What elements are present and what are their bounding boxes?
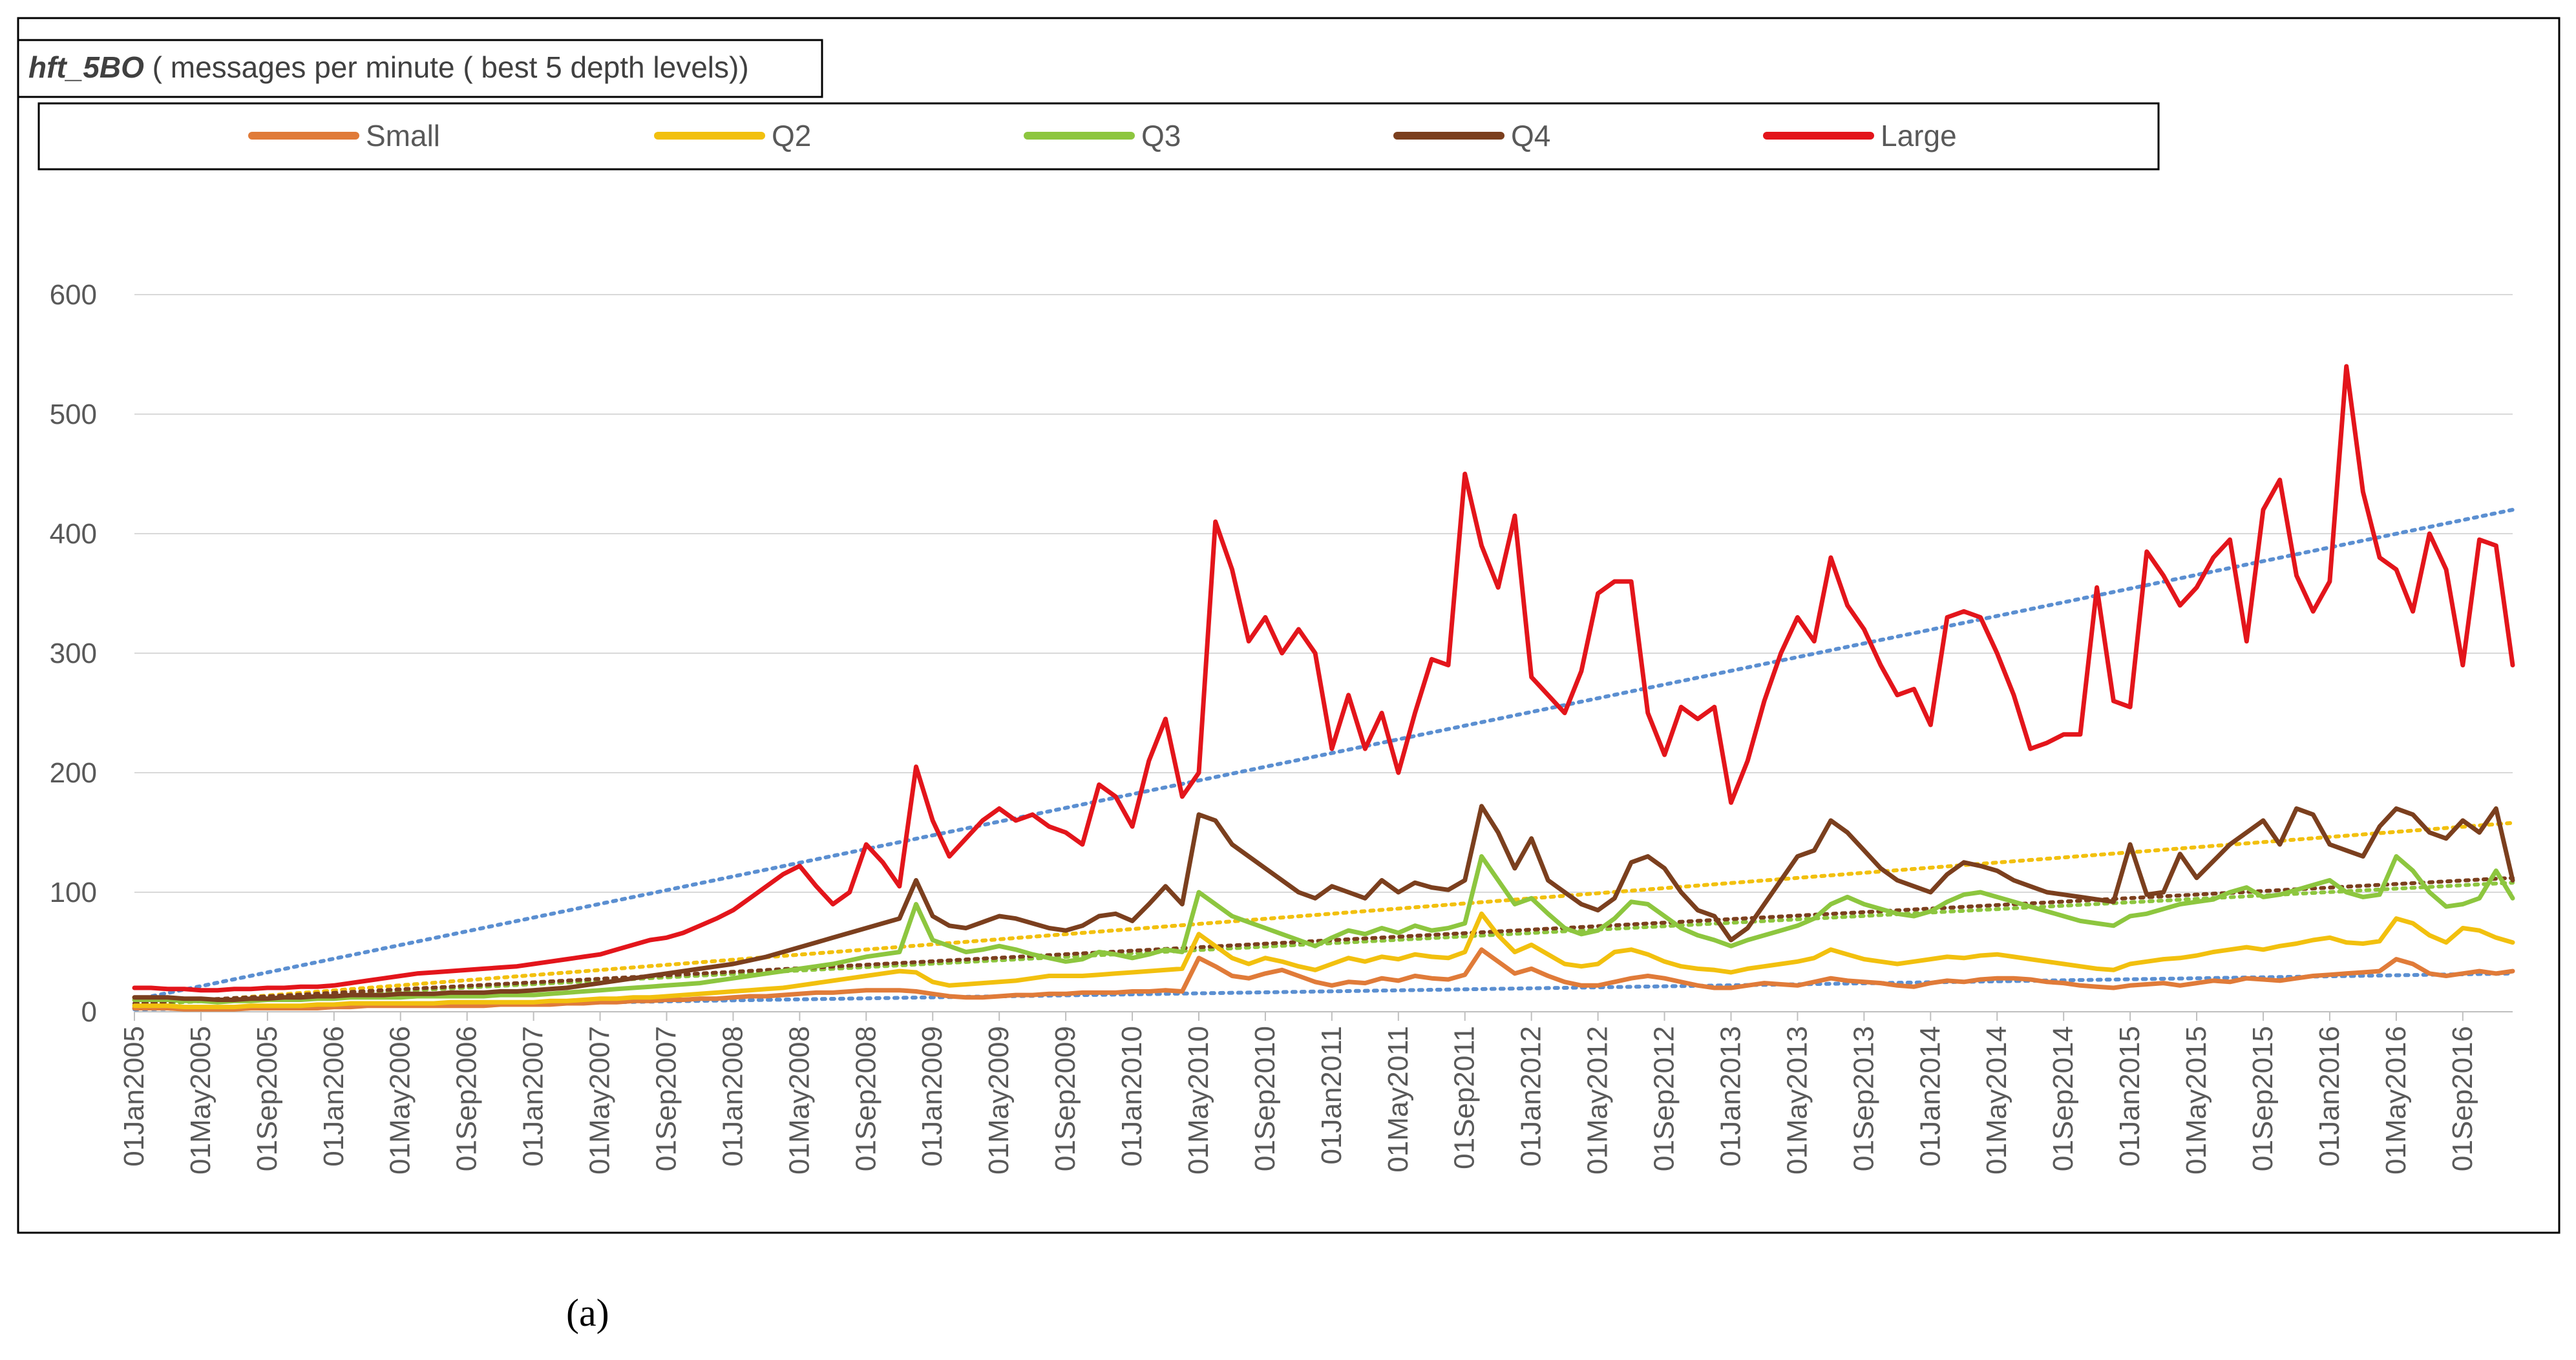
legend-label-q2: Q2	[772, 119, 811, 152]
series-line-large	[132, 364, 2515, 993]
x-tick-label: 01Sep2007	[650, 1026, 682, 1171]
x-tick-label: 01Sep2010	[1249, 1026, 1281, 1171]
x-tick-label: 01May2010	[1183, 1026, 1214, 1175]
legend-label-large: Large	[1881, 119, 1957, 152]
x-tick-label: 01Jan2011	[1316, 1026, 1347, 1165]
y-tick-label: 500	[50, 399, 97, 430]
x-tick-label: 01May2007	[584, 1026, 616, 1175]
series-line-q4	[132, 804, 2515, 1002]
x-tick-label: 01May2015	[2180, 1026, 2212, 1175]
x-tick-label: 01Sep2009	[1050, 1026, 1081, 1171]
chart-title-bold: hft_5BO	[28, 50, 144, 84]
y-axis: 0 100 200 300 400 500 600	[50, 279, 97, 1028]
x-tick-label: 01Jan2008	[717, 1026, 748, 1167]
trendline-q3	[132, 881, 2515, 1007]
legend-label-q4: Q4	[1511, 119, 1550, 152]
legend: Small Q2 Q3 Q4 Large	[248, 119, 1957, 152]
x-tick-label: 01Jan2010	[1116, 1026, 1148, 1167]
x-tick-label: 01Jan2007	[518, 1026, 549, 1167]
panel-label: (a)	[566, 1292, 609, 1334]
y-tick-label: 200	[50, 757, 97, 789]
y-tick-label: 0	[81, 996, 97, 1028]
y-tick-label: 400	[50, 518, 97, 550]
y-tick-label: 600	[50, 279, 97, 311]
x-tick-label: 01May2013	[1781, 1026, 1813, 1175]
title-box	[17, 39, 823, 98]
outer-frame	[17, 17, 2560, 1234]
x-tick-label: 01Sep2008	[850, 1026, 882, 1171]
series-line-small	[132, 947, 2515, 1012]
x-tick-label: 01Jan2013	[1715, 1026, 1746, 1167]
x-tick-label: 01May2009	[983, 1026, 1015, 1175]
legend-label-small: Small	[366, 119, 440, 152]
x-tick-label: 01Jan2016	[2314, 1026, 2345, 1167]
x-tick-label: 01May2005	[185, 1026, 216, 1175]
x-axis: 01Jan2005 01May2005 01Sep2005 01Jan2006 01Ma…	[118, 1012, 2478, 1175]
trendline-q2	[132, 821, 2515, 1008]
x-tick-label: 01May2016	[2380, 1026, 2412, 1175]
x-tick-label: 01Sep2013	[1848, 1026, 1879, 1171]
x-tick-label: 01May2011	[1382, 1026, 1414, 1173]
x-tick-label: 01May2008	[783, 1026, 815, 1175]
x-tick-label: 01Sep2005	[251, 1026, 283, 1171]
series-lines	[132, 364, 2515, 1012]
x-tick-label: 01May2012	[1582, 1026, 1614, 1175]
x-tick-label: 01Jan2005	[118, 1026, 150, 1167]
legend-label-q3: Q3	[1141, 119, 1181, 152]
x-tick-label: 01Jan2006	[318, 1026, 350, 1167]
y-tick-label: 300	[50, 638, 97, 669]
x-tick-label: 01Jan2012	[1515, 1026, 1547, 1167]
series-line-q3	[132, 854, 2515, 1005]
trendline-large	[132, 508, 2515, 1002]
x-tick-label: 01Sep2006	[451, 1026, 483, 1171]
x-tick-label: 01Jan2009	[916, 1026, 948, 1167]
x-tick-label: 01Sep2012	[1649, 1026, 1680, 1171]
x-tick-label: 01May2006	[385, 1026, 416, 1175]
x-tick-label: 01May2014	[1981, 1026, 2012, 1175]
chart-title: hft_5BO ( messages per minute ( best 5 d…	[28, 50, 749, 84]
x-tick-label: 01Sep2015	[2247, 1026, 2279, 1171]
x-tick-label: 01Jan2015	[2114, 1026, 2146, 1167]
series-line-q2	[132, 911, 2515, 1010]
x-tick-label: 01Sep2014	[2047, 1026, 2079, 1171]
x-tick-label: 01Sep2011	[1449, 1026, 1481, 1169]
x-tick-label: 01Jan2014	[1914, 1026, 1946, 1167]
chart-title-rest: ( messages per minute ( best 5 depth lev…	[144, 50, 749, 84]
y-tick-label: 100	[50, 877, 97, 908]
x-tick-label: 01Sep2016	[2447, 1026, 2478, 1171]
